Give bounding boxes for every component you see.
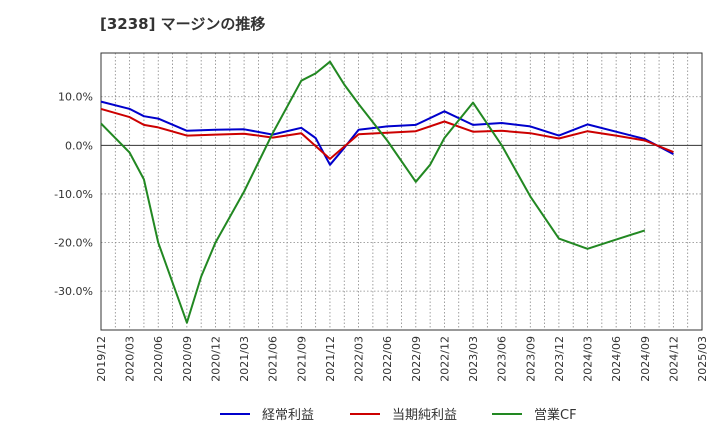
y-tick-label: 10.0% — [58, 91, 93, 104]
x-tick-label: 2021/09 — [295, 336, 308, 382]
legend-label-1: 当期純利益 — [392, 408, 457, 423]
x-tick-label: 2023/09 — [524, 336, 537, 382]
series-line-0 — [100, 100, 674, 166]
x-tick-label: 2021/12 — [324, 336, 337, 382]
x-tick-label: 2022/06 — [381, 336, 394, 382]
x-tick-label: 2022/12 — [438, 336, 451, 382]
x-tick-label: 2023/03 — [467, 336, 480, 382]
x-tick-label: 2020/09 — [181, 336, 194, 382]
series-line-2 — [100, 60, 646, 324]
x-tick-label: 2020/06 — [152, 336, 165, 382]
legend-label-0: 経常利益 — [262, 408, 314, 423]
x-tick-label: 2023/06 — [496, 336, 509, 382]
chart-title: [3238] マージンの推移 — [100, 15, 266, 33]
series-line-1 — [100, 107, 674, 160]
x-tick-label: 2025/03 — [696, 336, 709, 382]
y-tick-label: 0.0% — [65, 139, 93, 152]
y-tick-label: -30.0% — [54, 285, 93, 298]
plot-border — [100, 52, 703, 331]
x-tick-label: 2021/03 — [238, 336, 251, 382]
x-tick-label: 2024/12 — [667, 336, 680, 382]
x-tick-label: 2024/06 — [610, 336, 623, 382]
x-tick-label: 2022/09 — [410, 336, 423, 382]
x-tick-label: 2021/06 — [267, 336, 280, 382]
y-tick-label: -10.0% — [54, 188, 93, 201]
x-tick-label: 2024/03 — [582, 336, 595, 382]
x-tick-label: 2022/03 — [353, 336, 366, 382]
legend-label-2: 営業CF — [534, 407, 577, 423]
x-tick-label: 2023/12 — [553, 336, 566, 382]
x-tick-label: 2020/12 — [209, 336, 222, 382]
x-tick-label: 2020/03 — [124, 336, 137, 382]
y-tick-label: -20.0% — [54, 237, 93, 250]
x-tick-label: 2019/12 — [95, 336, 108, 382]
x-tick-label: 2024/09 — [639, 336, 652, 382]
